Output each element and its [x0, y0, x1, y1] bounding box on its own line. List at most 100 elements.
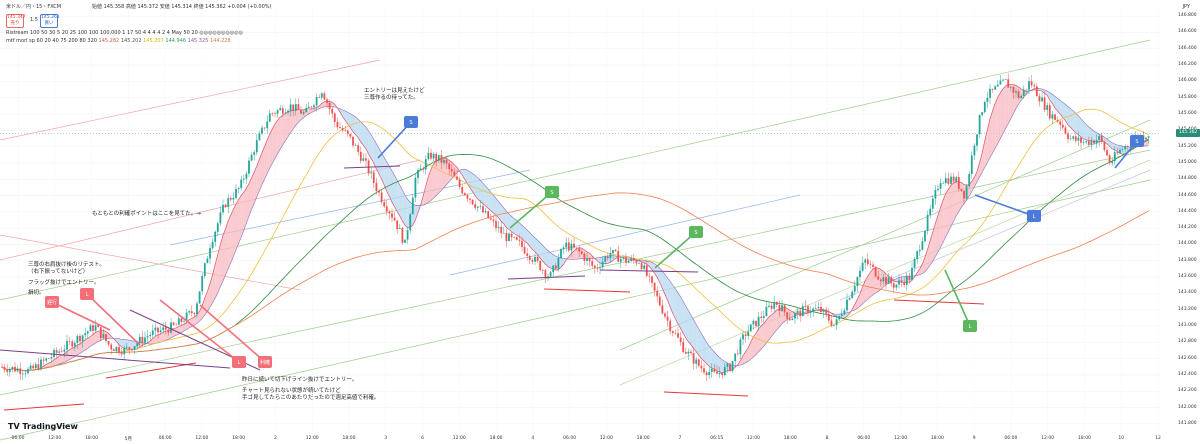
ma-cloud [485, 186, 489, 209]
candle-body [1046, 105, 1049, 110]
candle-body [1106, 150, 1108, 156]
candle-body [53, 350, 55, 358]
candle-body [898, 280, 900, 285]
candle-body [14, 366, 16, 372]
candle-body [344, 130, 347, 132]
indicator-ristream[interactable]: Ristream 100 50 30 5 20 25 100 100 100,0… [6, 30, 243, 36]
sell-button[interactable]: 145.347 売り [6, 14, 26, 28]
ma-cloud [389, 166, 392, 203]
candle-body [151, 330, 154, 335]
candle-body [596, 268, 599, 269]
buy-price: 145.361 [41, 15, 60, 20]
ma-cloud [771, 312, 775, 337]
candle-body [749, 324, 752, 332]
candle-body [934, 189, 937, 199]
candle-body [916, 251, 919, 260]
ma-cloud [477, 177, 481, 202]
candle-body [614, 250, 617, 252]
ma-cloud [48, 361, 52, 368]
candle-body [505, 232, 508, 242]
candle-body [92, 325, 94, 331]
candle-body [531, 259, 534, 262]
ma-cloud [402, 190, 405, 226]
note-left-retest: 三尊の右肩抜け後のリテスト。 （右下振ってないけど） [28, 262, 105, 275]
ma-cloud [880, 269, 884, 290]
moving-average-line [1, 192, 1149, 371]
candle-body [515, 237, 518, 240]
candle-body [63, 349, 66, 352]
candle-body [1056, 119, 1059, 122]
candle-body [567, 242, 570, 251]
candle-body [744, 334, 747, 336]
candle-body [931, 198, 934, 209]
time-tick-label: 6 [421, 436, 424, 441]
candle-body [677, 333, 679, 338]
buy-button[interactable]: 145.361 買い [40, 14, 60, 28]
candle-body [45, 358, 48, 361]
candle-body [8, 368, 11, 372]
time-tick-label: 18:00 [85, 436, 99, 441]
candle-body [684, 352, 687, 354]
candle-body [1113, 152, 1116, 162]
price-tick-label: 144.000 [1178, 241, 1197, 247]
time-tick-label: 3 [384, 436, 388, 441]
candle-body [872, 264, 874, 267]
candle-body [1038, 96, 1041, 102]
ma-cloud [789, 310, 793, 318]
ma-cloud [691, 315, 694, 349]
indicator-val: 145.282 [98, 38, 120, 44]
candle-body [534, 256, 536, 262]
price-tick-label: 142.200 [1178, 388, 1197, 394]
ma-cloud [275, 120, 278, 159]
price-tick-label: 142.800 [1178, 339, 1197, 345]
candle-body [313, 105, 315, 108]
ma-cloud [85, 338, 88, 351]
candle-body [885, 277, 887, 284]
ma-cloud [932, 223, 936, 261]
ma-cloud [56, 356, 60, 366]
indicator-mtf[interactable]: mtf mori sp 60 20 40 75 200 80 320 145.2… [6, 38, 231, 44]
candle-body [924, 230, 926, 242]
candle-body [682, 342, 685, 353]
time-tick-label: 18:00 [783, 436, 797, 441]
candle-body [801, 306, 804, 317]
candle-body [279, 108, 282, 111]
candle-body [1082, 142, 1085, 143]
candle-body [1147, 136, 1150, 138]
ma-cloud [423, 185, 426, 206]
candle-body [835, 319, 838, 326]
ma-cloud [919, 263, 923, 275]
candle-body [807, 306, 809, 314]
ma-cloud [358, 119, 361, 142]
ma-cloud [698, 328, 702, 359]
ma-cloud [433, 161, 437, 199]
candle-body [354, 145, 357, 146]
ma-cloud [644, 260, 647, 265]
ma-cloud [415, 205, 418, 220]
candle-body [1048, 105, 1051, 119]
candle-body [211, 242, 214, 249]
ma-cloud [763, 320, 767, 347]
ma-cloud [675, 288, 678, 324]
ma-cloud [529, 232, 533, 250]
ma-cloud [69, 348, 73, 360]
ma-cloud [1086, 124, 1089, 141]
ma-cloud [59, 355, 62, 365]
ma-cloud [288, 110, 291, 137]
ma-cloud [436, 159, 439, 196]
candle-body [1077, 137, 1080, 141]
candle-body [1072, 136, 1075, 139]
ma-cloud [285, 111, 288, 141]
candle-body [978, 115, 981, 135]
candle-body [1145, 137, 1147, 140]
candle-body [172, 322, 175, 325]
candle-body [71, 341, 74, 347]
candle-body [255, 140, 258, 153]
candle-body [1119, 149, 1121, 154]
candle-body [736, 353, 739, 355]
candle-body [1126, 146, 1129, 147]
time-tick-label: 12:00 [305, 436, 319, 441]
callout-tag [232, 356, 246, 368]
candle-body [791, 318, 794, 321]
